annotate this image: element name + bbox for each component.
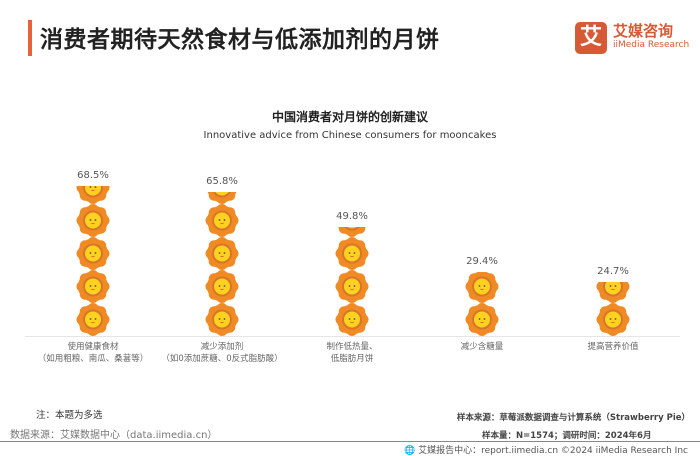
page-title: 消费者期待天然食材与低添加剂的月饼 <box>40 27 440 53</box>
mooncake-icon <box>205 204 239 237</box>
bar-1 <box>205 191 239 336</box>
sample-source: 样本来源：草莓派数据调查与计算系统（Strawberry Pie） <box>456 413 690 423</box>
mooncake-icon <box>465 271 499 303</box>
mooncake-icon <box>76 303 110 336</box>
category-label-line: 使用健康食材 <box>67 342 119 352</box>
value-label: 24.7% <box>597 265 629 277</box>
category-label: 减少含糖量 <box>417 341 547 353</box>
category-label-line: （如用粗粮、南瓜、桑葚等） <box>37 354 149 364</box>
mooncake-icon <box>335 270 369 303</box>
globe-icon: 🌐 <box>404 446 419 456</box>
data-source: 数据来源：艾媒数据中心（data.iimedia.cn） <box>10 430 218 441</box>
value-label: 29.4% <box>466 255 498 267</box>
footer-divider <box>0 441 700 442</box>
category-label: 制作低热量、 低脂肪月饼 <box>287 341 417 365</box>
mooncake-icon <box>465 303 499 336</box>
mooncake-icon <box>76 237 110 270</box>
category-label: 使用健康食材 （如用粗粮、南瓜、桑葚等） <box>28 341 158 365</box>
mooncake-icon <box>335 237 369 270</box>
mooncake-icon <box>205 237 239 270</box>
mooncake-icon <box>207 191 237 204</box>
category-label: 提高营养价值 <box>548 341 678 353</box>
bar-4 <box>596 281 630 336</box>
sample-size: 样本量：N=1574；调研时间：2024年6月 <box>482 431 652 441</box>
logo-mark: 艾 <box>575 22 607 54</box>
mooncake-icon <box>76 270 110 303</box>
chart-title: 中国消费者对月饼的创新建议 <box>271 110 428 124</box>
bar-0 <box>76 186 110 336</box>
category-label-line: 提高营养价值 <box>587 342 639 352</box>
category-label-line: （如0添加蔗糖、0反式脂肪酸） <box>161 354 283 364</box>
category-label-line: 低脂肪月饼 <box>330 354 374 364</box>
copyright: 🌐 艾媒报告中心：report.iimedia.cn ©2024 iiMedia… <box>404 443 688 456</box>
title-accent-bar <box>28 20 32 56</box>
mooncake-icon <box>335 303 369 336</box>
mooncake-icon <box>338 226 366 237</box>
category-label: 减少添加剂 （如0添加蔗糖、0反式脂肪酸） <box>157 341 287 365</box>
category-label-line: 减少添加剂 <box>200 342 244 352</box>
value-label: 68.5% <box>77 169 109 181</box>
mooncake-icon <box>76 204 110 237</box>
bar-3 <box>465 271 499 336</box>
mooncake-icon <box>76 186 110 204</box>
bar-2 <box>335 226 369 336</box>
mooncake-icon <box>205 303 239 336</box>
category-label-line: 减少含糖量 <box>460 342 504 352</box>
chart-subtitle: Innovative advice from Chinese consumers… <box>203 130 497 141</box>
logo-en: iiMedia Research <box>613 40 690 50</box>
mooncake-icon <box>596 281 630 303</box>
copyright-text: 艾媒报告中心：report.iimedia.cn ©2024 iiMedia R… <box>418 446 688 456</box>
logo-cn: 艾媒咨询 <box>613 22 674 40</box>
logo: 艾 艾媒咨询 iiMedia Research <box>575 18 695 58</box>
mooncake-icon <box>205 270 239 303</box>
value-label: 49.8% <box>336 210 368 222</box>
value-label: 65.8% <box>206 175 238 187</box>
mooncake-icon <box>596 303 630 336</box>
category-label-line: 制作低热量、 <box>326 342 378 352</box>
note: 注：本题为多选 <box>36 410 103 421</box>
x-axis-baseline <box>25 336 680 337</box>
